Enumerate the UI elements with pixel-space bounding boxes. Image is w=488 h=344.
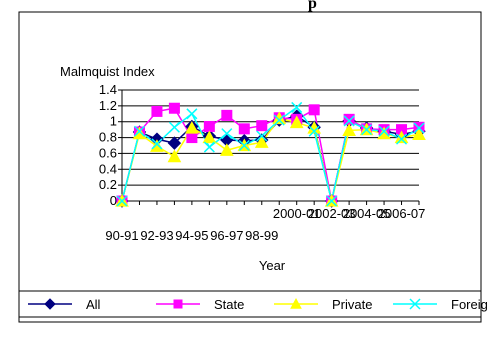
y-tick-label: 0 <box>110 193 117 208</box>
data-point <box>151 138 163 150</box>
data-point <box>167 149 182 163</box>
legend-marker <box>409 298 421 310</box>
data-point <box>256 130 268 142</box>
data-point <box>291 101 303 113</box>
legend-item-all: All <box>28 297 101 312</box>
legend-label: Foreign <box>451 297 488 312</box>
data-point <box>256 120 268 132</box>
y-tick-label: 0.8 <box>99 130 117 145</box>
data-point <box>203 141 215 153</box>
y-tick-label: 1 <box>110 114 117 129</box>
data-point <box>185 121 199 134</box>
x-tick-label: 94-95 <box>175 228 208 243</box>
legend: All State Private Foreign <box>28 297 488 312</box>
legend-label: Private <box>332 297 372 312</box>
data-point <box>343 115 355 127</box>
data-point <box>308 104 320 116</box>
x-tick-label: 92-93 <box>140 228 173 243</box>
data-point <box>203 120 215 132</box>
y-tick-label: 0.2 <box>99 177 117 192</box>
data-point <box>132 126 147 140</box>
data-point <box>186 132 198 144</box>
data-point <box>377 126 391 140</box>
y-axis-title: Malmquist Index <box>60 64 155 79</box>
data-point <box>412 127 426 140</box>
data-point <box>221 128 233 140</box>
page-heading-fragment: p <box>0 0 488 14</box>
data-point <box>289 115 304 129</box>
y-tick-label: 1.2 <box>99 98 117 113</box>
data-point <box>221 109 233 121</box>
data-point <box>326 195 338 207</box>
data-point <box>254 135 269 148</box>
x-tick-label: 2006-07 <box>378 206 426 221</box>
legend-label: All <box>86 297 101 312</box>
data-point <box>167 136 182 150</box>
data-point <box>361 124 373 136</box>
data-point <box>395 133 408 145</box>
x-tick-label: 2000-01 <box>273 206 321 221</box>
legend-marker <box>290 297 302 309</box>
data-point <box>168 121 180 133</box>
data-point <box>238 139 250 152</box>
legend-marker <box>173 299 183 309</box>
data-point <box>413 122 425 134</box>
data-point <box>168 102 180 114</box>
y-tick-label: 0.4 <box>99 161 117 176</box>
legend-item-private: Private <box>274 297 372 312</box>
data-point <box>343 113 355 125</box>
data-point <box>151 105 163 117</box>
data-point <box>238 123 250 135</box>
markers-foreign <box>116 101 425 207</box>
legend-label: State <box>214 297 244 312</box>
chart-frame <box>18 11 482 323</box>
x-tick-label: 98-99 <box>245 228 278 243</box>
x-axis: 90-91 92-93 94-95 96-97 98-992000-012002-032… <box>105 200 426 243</box>
x-axis-title: Year <box>259 258 286 273</box>
legend-marker <box>44 298 56 310</box>
legend-item-state: State <box>156 297 244 312</box>
y-tick-label: 0.6 <box>99 145 117 160</box>
legend-item-foreign: Foreign <box>393 297 488 312</box>
data-point <box>273 114 285 126</box>
heading-text: p <box>308 0 317 12</box>
data-point <box>219 143 234 156</box>
data-point <box>116 195 128 207</box>
x-tick-label: 2002-03 <box>308 206 356 221</box>
data-point <box>308 125 320 137</box>
x-tick-label: 90-91 <box>105 228 138 243</box>
y-axis: 00.20.40.60.811.21.4 <box>99 82 123 208</box>
data-point <box>378 125 390 137</box>
data-point <box>202 130 217 144</box>
y-tick-label: 1.4 <box>99 82 117 97</box>
data-point <box>150 139 164 152</box>
x-tick-label: 96-97 <box>210 228 243 243</box>
data-point <box>342 123 356 137</box>
data-point <box>133 125 146 137</box>
x-tick-label: 2004-05 <box>343 206 391 221</box>
data-point <box>186 108 198 120</box>
plot-area <box>115 101 426 208</box>
